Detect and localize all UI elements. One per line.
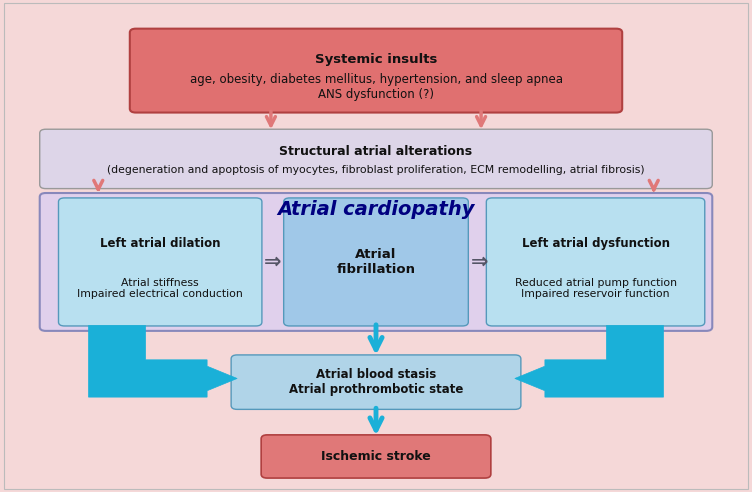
Text: Atrial
fibrillation: Atrial fibrillation — [336, 248, 416, 276]
Text: age, obesity, diabetes mellitus, hypertension, and sleep apnea
ANS dysfunction (: age, obesity, diabetes mellitus, hyperte… — [190, 73, 562, 101]
FancyBboxPatch shape — [261, 435, 491, 478]
Text: Reduced atrial pump function
Impaired reservoir function: Reduced atrial pump function Impaired re… — [514, 277, 677, 299]
Text: Atrial stiffness
Impaired electrical conduction: Atrial stiffness Impaired electrical con… — [77, 277, 243, 299]
FancyBboxPatch shape — [59, 198, 262, 326]
Polygon shape — [89, 326, 237, 397]
FancyBboxPatch shape — [40, 129, 712, 188]
Text: ⇒: ⇒ — [471, 252, 488, 272]
Text: Atrial cardiopathy: Atrial cardiopathy — [277, 200, 475, 219]
Polygon shape — [515, 326, 663, 397]
Text: (degeneration and apoptosis of myocytes, fibroblast proliferation, ECM remodelli: (degeneration and apoptosis of myocytes,… — [108, 165, 644, 175]
Text: Left atrial dilation: Left atrial dilation — [100, 238, 220, 250]
FancyBboxPatch shape — [40, 193, 712, 331]
FancyBboxPatch shape — [130, 29, 622, 113]
Text: Ischemic stroke: Ischemic stroke — [321, 450, 431, 463]
FancyBboxPatch shape — [5, 3, 747, 489]
Text: Systemic insults: Systemic insults — [315, 53, 437, 66]
FancyBboxPatch shape — [231, 355, 521, 409]
FancyBboxPatch shape — [284, 198, 468, 326]
Text: ⇒: ⇒ — [264, 252, 281, 272]
Text: Structural atrial alterations: Structural atrial alterations — [280, 145, 472, 158]
FancyBboxPatch shape — [487, 198, 705, 326]
Text: Left atrial dysfunction: Left atrial dysfunction — [522, 238, 669, 250]
Text: Atrial blood stasis
Atrial prothrombotic state: Atrial blood stasis Atrial prothrombotic… — [289, 368, 463, 396]
